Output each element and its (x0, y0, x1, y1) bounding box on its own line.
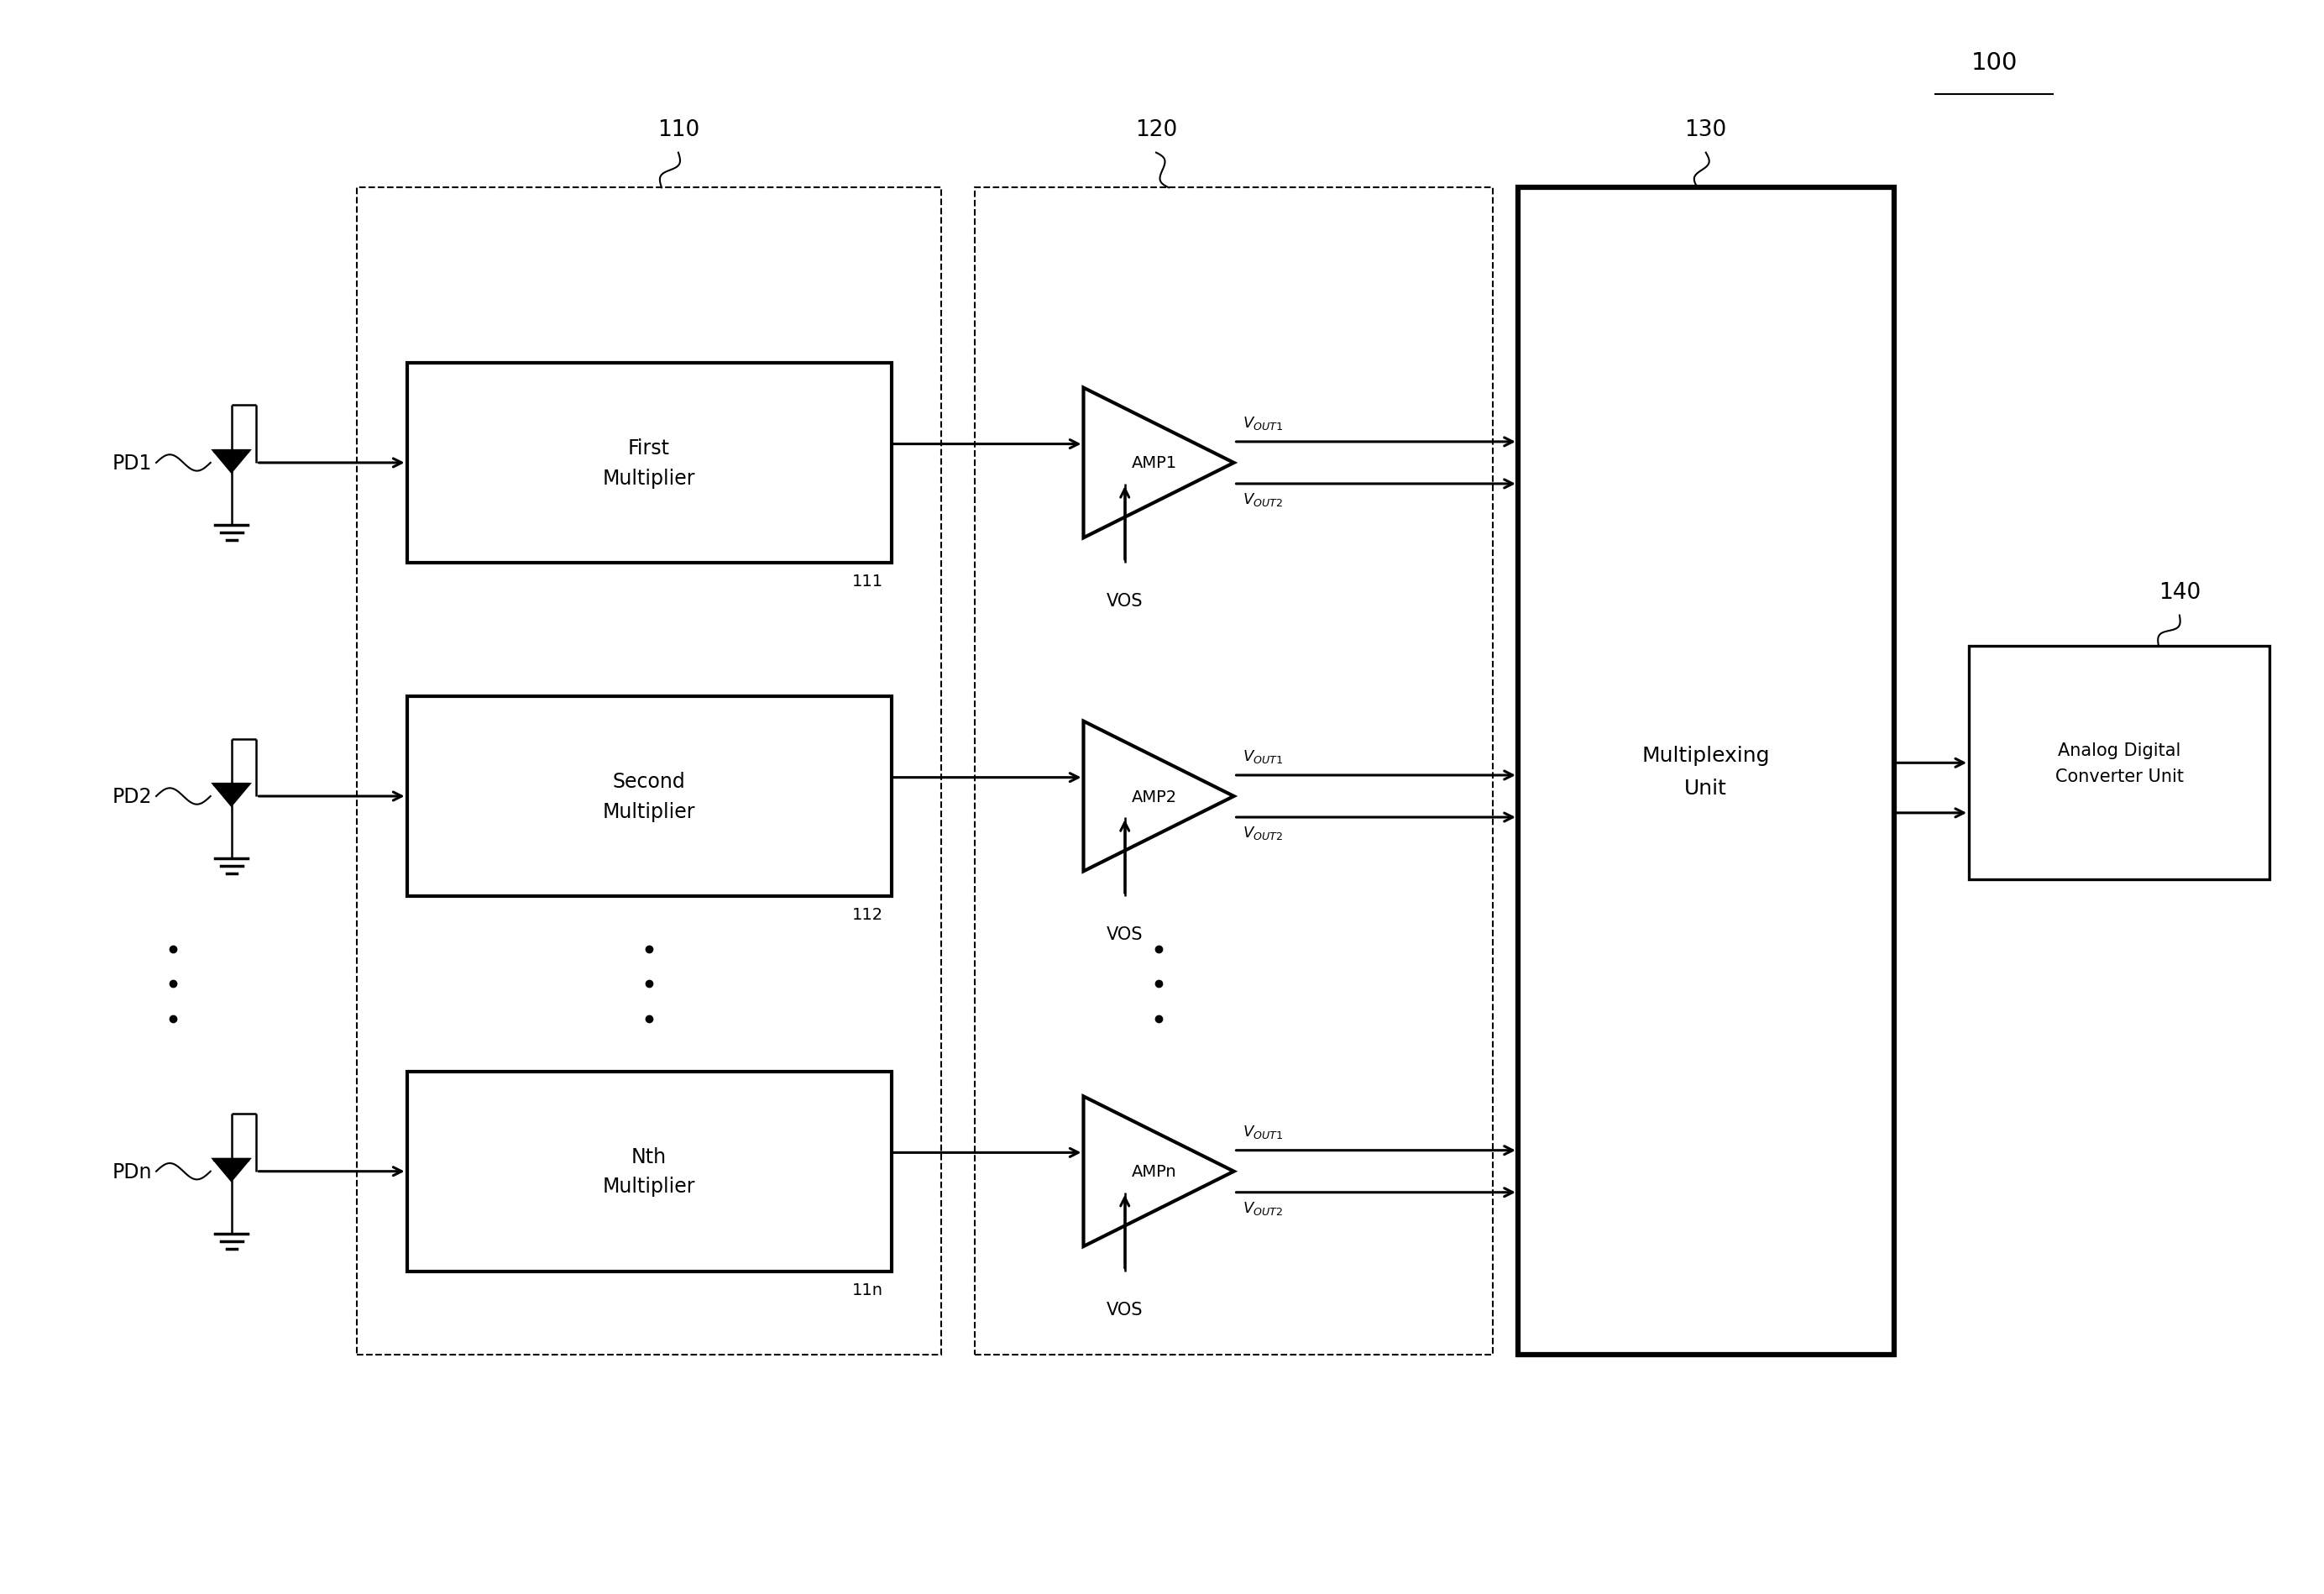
Text: 11n: 11n (853, 1282, 883, 1298)
Text: VOS: VOS (1106, 926, 1143, 942)
Text: AMP2: AMP2 (1132, 789, 1178, 805)
Text: $V_{OUT2}$: $V_{OUT2}$ (1243, 491, 1283, 508)
Text: 140: 140 (2159, 582, 2201, 604)
Bar (407, 363, 892, 563)
Text: AMP1: AMP1 (1132, 456, 1178, 472)
Text: $V_{OUT2}$: $V_{OUT2}$ (1243, 824, 1283, 842)
Bar (1518, 188, 1894, 1355)
Polygon shape (214, 1160, 249, 1180)
Text: PDn: PDn (112, 1162, 151, 1181)
Text: First
Multiplier: First Multiplier (602, 438, 695, 488)
Polygon shape (1083, 722, 1234, 872)
Bar (1968, 647, 2271, 880)
Text: Second
Multiplier: Second Multiplier (602, 771, 695, 821)
Text: Multiplexing
Unit: Multiplexing Unit (1641, 744, 1771, 799)
Text: 110: 110 (658, 120, 700, 140)
Polygon shape (214, 451, 249, 472)
Text: $V_{OUT1}$: $V_{OUT1}$ (1243, 748, 1283, 765)
Text: VOS: VOS (1106, 593, 1143, 609)
Bar (356, 188, 941, 1355)
Text: AMPn: AMPn (1132, 1164, 1176, 1180)
Text: Analog Digital
Converter Unit: Analog Digital Converter Unit (2054, 741, 2185, 784)
Bar (407, 697, 892, 896)
Text: 100: 100 (1971, 51, 2017, 75)
Polygon shape (1083, 389, 1234, 539)
Polygon shape (214, 784, 249, 805)
Text: VOS: VOS (1106, 1301, 1143, 1318)
Text: 111: 111 (853, 574, 883, 590)
Text: 130: 130 (1685, 120, 1727, 140)
Text: $V_{OUT1}$: $V_{OUT1}$ (1243, 414, 1283, 432)
Text: PD2: PD2 (112, 786, 151, 807)
Text: PD1: PD1 (112, 453, 151, 473)
Text: 112: 112 (853, 907, 883, 923)
Text: 120: 120 (1134, 120, 1178, 140)
Text: Nth
Multiplier: Nth Multiplier (602, 1146, 695, 1197)
Bar (974, 188, 1492, 1355)
Text: $V_{OUT1}$: $V_{OUT1}$ (1243, 1122, 1283, 1140)
Text: $V_{OUT2}$: $V_{OUT2}$ (1243, 1199, 1283, 1216)
Polygon shape (1083, 1097, 1234, 1247)
Bar (407, 1071, 892, 1272)
